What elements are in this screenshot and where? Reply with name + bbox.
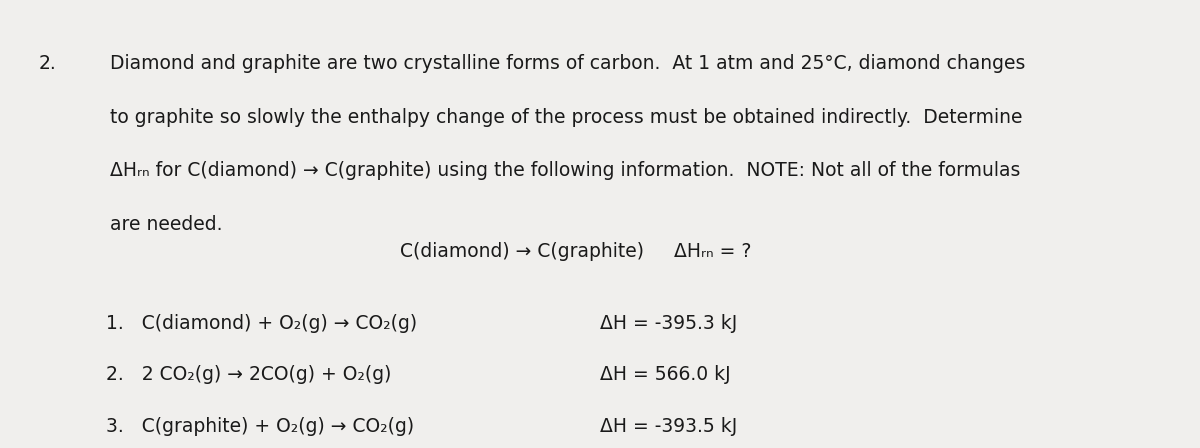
- Text: ΔH = -395.3 kJ: ΔH = -395.3 kJ: [600, 314, 737, 332]
- Text: 3.   C(graphite) + O₂(g) → CO₂(g): 3. C(graphite) + O₂(g) → CO₂(g): [106, 417, 414, 435]
- Text: 2.: 2.: [38, 54, 56, 73]
- Text: ΔH = -393.5 kJ: ΔH = -393.5 kJ: [600, 417, 737, 435]
- Text: Diamond and graphite are two crystalline forms of carbon.  At 1 atm and 25°C, di: Diamond and graphite are two crystalline…: [110, 54, 1026, 73]
- Text: C(diamond) → C(graphite)     ΔHᵣₙ = ?: C(diamond) → C(graphite) ΔHᵣₙ = ?: [401, 242, 751, 261]
- Text: ΔHᵣₙ for C(diamond) → C(graphite) using the following information.  NOTE: Not al: ΔHᵣₙ for C(diamond) → C(graphite) using …: [110, 161, 1021, 180]
- Text: ΔH = 566.0 kJ: ΔH = 566.0 kJ: [600, 365, 731, 384]
- Text: are needed.: are needed.: [110, 215, 223, 234]
- Text: 2.   2 CO₂(g) → 2CO(g) + O₂(g): 2. 2 CO₂(g) → 2CO(g) + O₂(g): [106, 365, 391, 384]
- Text: to graphite so slowly the enthalpy change of the process must be obtained indire: to graphite so slowly the enthalpy chang…: [110, 108, 1022, 126]
- Text: 1.   C(diamond) + O₂(g) → CO₂(g): 1. C(diamond) + O₂(g) → CO₂(g): [106, 314, 416, 332]
